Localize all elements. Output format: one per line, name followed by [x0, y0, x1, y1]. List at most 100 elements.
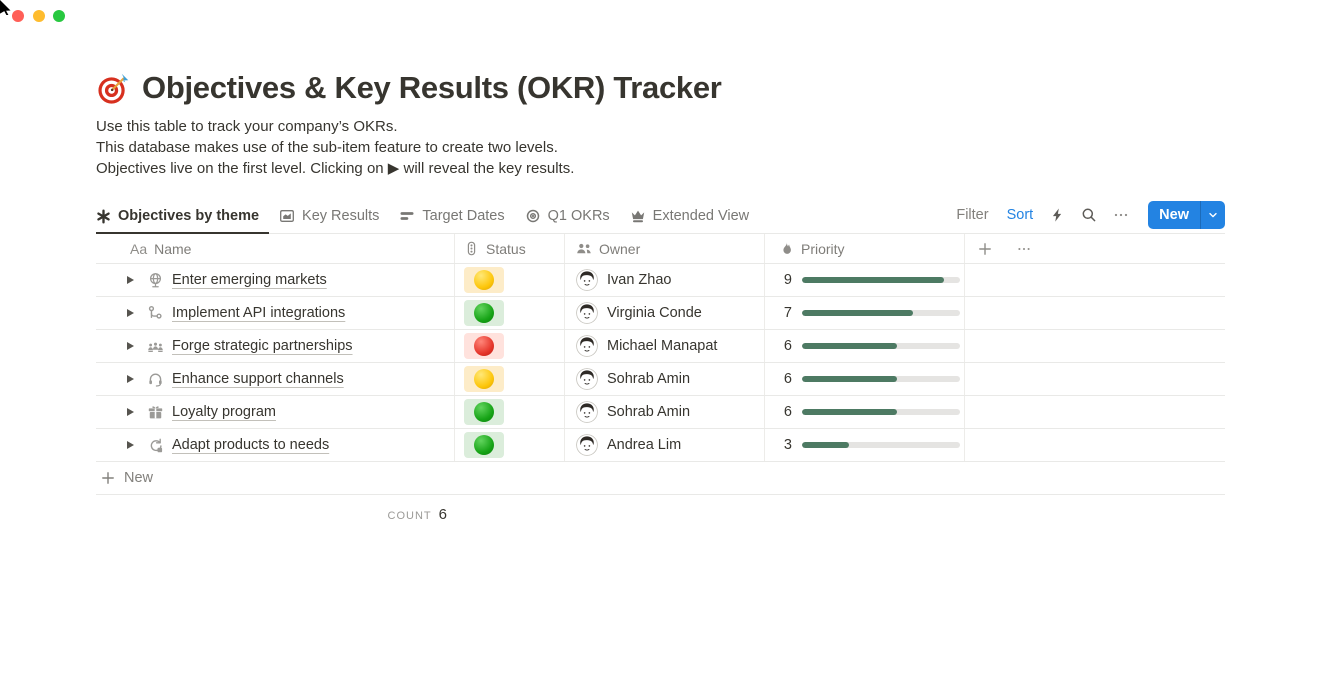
page-header: Objectives & Key Results (OKR) Tracker	[96, 70, 1225, 106]
priority-bar	[802, 309, 960, 317]
search-icon[interactable]	[1078, 207, 1100, 223]
expand-toggle-icon[interactable]	[127, 276, 134, 284]
column-header-owner[interactable]: Owner	[565, 234, 765, 263]
new-row-button[interactable]: New	[96, 462, 1225, 495]
priority-value: 6	[783, 371, 792, 387]
owner-name: Virginia Conde	[607, 305, 702, 321]
name-cell[interactable]: Enhance support channels	[96, 363, 455, 395]
cursor-artifact	[0, 0, 11, 20]
column-header-priority[interactable]: Priority	[765, 234, 965, 263]
status-pill	[464, 366, 504, 392]
status-cell[interactable]	[455, 429, 565, 461]
priority-cell[interactable]: 6	[765, 363, 965, 395]
sort-button[interactable]: Sort	[1006, 206, 1034, 223]
expand-toggle-icon[interactable]	[127, 342, 134, 350]
more-dots-icon[interactable]	[1016, 241, 1032, 257]
status-cell[interactable]	[455, 297, 565, 329]
tab-extended-view[interactable]: Extended View	[620, 200, 759, 234]
view-tab-label: Key Results	[302, 208, 380, 224]
expand-toggle-icon[interactable]	[127, 375, 134, 383]
priority-cell[interactable]: 6	[765, 330, 965, 362]
plus-icon	[100, 470, 116, 486]
chevron-down-icon[interactable]	[1200, 200, 1225, 229]
tab-key-results[interactable]: Key Results	[269, 200, 389, 234]
name-cell[interactable]: Adapt products to needs	[96, 429, 455, 461]
status-dot-icon	[474, 336, 494, 356]
minimize-window-button[interactable]	[32, 10, 45, 22]
new-button-label[interactable]: New	[1159, 206, 1189, 223]
dart-target-icon[interactable]	[96, 71, 131, 106]
empty-cell	[965, 363, 1225, 395]
description-line: Use this table to track your company’s O…	[96, 118, 398, 135]
close-window-button[interactable]	[12, 10, 24, 22]
more-dots-icon[interactable]	[1110, 207, 1132, 223]
shuffle-icon	[147, 437, 164, 454]
asterisk-icon	[96, 209, 111, 224]
row-title-link[interactable]: Enhance support channels	[172, 371, 344, 387]
row-title-link[interactable]: Implement API integrations	[172, 305, 346, 321]
empty-cell	[965, 297, 1225, 329]
page-description: Use this table to track your company’s O…	[96, 116, 1225, 179]
traffic-lights	[12, 10, 65, 22]
status-cell[interactable]	[455, 264, 565, 296]
expand-toggle-icon[interactable]	[127, 309, 134, 317]
name-cell[interactable]: Enter emerging markets	[96, 264, 455, 296]
status-cell[interactable]	[455, 330, 565, 362]
name-cell[interactable]: Forge strategic partnerships	[96, 330, 455, 362]
lightning-icon[interactable]	[1047, 207, 1068, 223]
tab-objectives-by-theme[interactable]: Objectives by theme	[96, 200, 270, 234]
expand-toggle-icon[interactable]	[127, 441, 134, 449]
priority-cell[interactable]: 6	[765, 396, 965, 428]
people-group-icon	[147, 338, 164, 355]
table-row: Loyalty program Sohrab Amin 6	[96, 396, 1225, 429]
view-tab-label: Target Dates	[422, 208, 505, 224]
add-column-plus-icon[interactable]	[977, 241, 993, 257]
priority-cell[interactable]: 7	[765, 297, 965, 329]
view-tabs: Objectives by theme Key Results Target D…	[96, 200, 759, 234]
status-cell[interactable]	[455, 396, 565, 428]
row-title-link[interactable]: Enter emerging markets	[172, 272, 327, 288]
empty-cell	[965, 264, 1225, 296]
zoom-window-button[interactable]	[53, 10, 65, 22]
table-body: Enter emerging markets Ivan Zhao 9 Imple…	[96, 264, 1225, 462]
owner-name: Sohrab Amin	[607, 371, 691, 387]
owner-cell[interactable]: Sohrab Amin	[565, 396, 765, 428]
row-title-link[interactable]: Loyalty program	[172, 404, 276, 420]
empty-cell	[965, 429, 1225, 461]
workflow-icon	[147, 305, 164, 322]
status-cell[interactable]	[455, 363, 565, 395]
expand-toggle-icon[interactable]	[127, 408, 134, 416]
owner-cell[interactable]: Sohrab Amin	[565, 363, 765, 395]
priority-cell[interactable]: 3	[765, 429, 965, 461]
status-dot-icon	[474, 270, 494, 290]
view-tab-label: Objectives by theme	[118, 208, 260, 224]
owner-cell[interactable]: Ivan Zhao	[565, 264, 765, 296]
row-title-link[interactable]: Forge strategic partnerships	[172, 338, 353, 354]
priority-value: 7	[783, 305, 792, 321]
tab-q1-okrs[interactable]: Q1 OKRs	[515, 200, 620, 234]
owner-cell[interactable]: Virginia Conde	[565, 297, 765, 329]
priority-bar	[802, 441, 960, 449]
column-label: Name	[154, 240, 192, 257]
row-title-link[interactable]: Adapt products to needs	[172, 437, 330, 453]
table-footer[interactable]: Count 6	[96, 495, 455, 523]
name-cell[interactable]: Implement API integrations	[96, 297, 455, 329]
owner-cell[interactable]: Andrea Lim	[565, 429, 765, 461]
name-cell[interactable]: Loyalty program	[96, 396, 455, 428]
filter-button[interactable]: Filter	[956, 206, 989, 223]
status-dot-icon	[474, 402, 494, 422]
tab-target-dates[interactable]: Target Dates	[389, 200, 514, 234]
column-header-name[interactable]: Aa Name	[96, 234, 455, 263]
view-bar: Objectives by theme Key Results Target D…	[96, 200, 1225, 234]
owner-cell[interactable]: Michael Manapat	[565, 330, 765, 362]
priority-bar	[802, 276, 960, 284]
timeline-icon	[399, 208, 415, 224]
priority-cell[interactable]: 9	[765, 264, 965, 296]
priority-bar	[802, 342, 960, 350]
priority-value: 6	[783, 404, 792, 420]
priority-value: 9	[783, 272, 792, 288]
new-button[interactable]: New	[1148, 200, 1225, 229]
column-header-status[interactable]: Status	[455, 234, 565, 263]
status-pill	[464, 267, 504, 293]
view-controls: Filter Sort New	[952, 200, 1225, 233]
